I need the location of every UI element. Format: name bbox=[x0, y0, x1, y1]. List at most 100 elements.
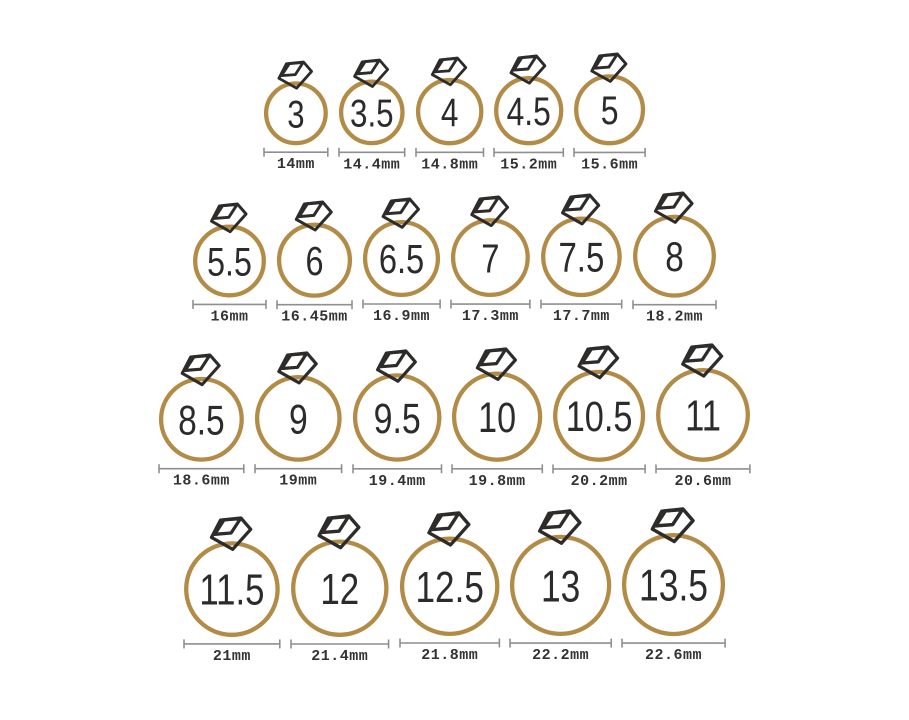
diamond-icon bbox=[317, 514, 361, 550]
ring-item: 9 19mm bbox=[253, 351, 344, 491]
diameter-label: 14.8mm bbox=[421, 156, 478, 173]
ring-item: 10 19.8mm bbox=[450, 347, 544, 491]
ring-graphic: 10.5 20.2mm bbox=[552, 345, 646, 490]
ring-size-label: 13.5 bbox=[639, 561, 708, 611]
measure-line bbox=[352, 464, 443, 474]
ring-item: 9.5 19.4mm bbox=[351, 349, 443, 491]
diameter-label: 20.2mm bbox=[571, 473, 628, 490]
diamond-icon bbox=[475, 347, 518, 382]
measure-line bbox=[655, 464, 751, 474]
ring-circle bbox=[494, 76, 564, 146]
ring-size-label: 11.5 bbox=[199, 566, 264, 615]
diameter-label: 19mm bbox=[279, 473, 317, 490]
diamond-icon bbox=[180, 353, 221, 387]
measure-line bbox=[399, 638, 501, 648]
chart-row: 8.5 18.6mm 9 19mm 9.5 19.4mm 10 19.8mm 10.5 20.2m… bbox=[157, 343, 752, 491]
diameter-label: 18.2mm bbox=[646, 309, 703, 326]
diameter-label: 22.6mm bbox=[645, 647, 702, 664]
chart-rows: 3 14mm 3.5 14.4mm 4 14.8mm 4.5 15.2mm 5 15.6mm 5.5… bbox=[0, 52, 909, 666]
ring-item: 3 14mm bbox=[262, 60, 330, 175]
ring-item: 8.5 18.6mm bbox=[157, 353, 246, 491]
ring-circle bbox=[193, 224, 266, 298]
ring-graphic: 9.5 19.4mm bbox=[352, 349, 443, 490]
measure-line bbox=[552, 464, 646, 474]
ring-size-label: 10 bbox=[478, 394, 516, 441]
diamond-icon bbox=[353, 58, 390, 88]
ring-item: 6.5 16.9mm bbox=[361, 197, 442, 327]
diamond-icon bbox=[470, 195, 510, 228]
ring-circle bbox=[158, 376, 244, 462]
diamond-icon bbox=[538, 509, 582, 545]
ring-size-label: 5 bbox=[601, 88, 619, 133]
chart-row: 11.5 21mm 12 21.4mm 12.5 21.8mm 13 22.2mm 13.5 22… bbox=[182, 507, 727, 666]
ring-circle bbox=[553, 369, 646, 462]
ring-size-label: 4 bbox=[441, 90, 459, 134]
diameter-label: 17.3mm bbox=[462, 308, 519, 325]
diamond-icon bbox=[577, 345, 620, 380]
ring-graphic: 4.5 15.2mm bbox=[493, 54, 565, 173]
ring-size-label: 12.5 bbox=[416, 563, 484, 612]
diamond-icon bbox=[590, 52, 628, 83]
ring-size-label: 13 bbox=[541, 563, 580, 612]
diameter-label: 14mm bbox=[277, 156, 315, 173]
ring-graphic: 12 21.4mm bbox=[290, 514, 390, 665]
measure-line bbox=[493, 147, 565, 157]
measure-line bbox=[338, 147, 406, 157]
ring-circle bbox=[451, 371, 543, 462]
ring-item: 4 14.8mm bbox=[414, 56, 485, 175]
diamond-icon bbox=[277, 60, 313, 90]
ring-size-label: 11 bbox=[685, 393, 721, 440]
ring-circle bbox=[184, 541, 280, 637]
ring-item: 7.5 17.7mm bbox=[539, 193, 624, 327]
diameter-label: 16.9mm bbox=[373, 308, 430, 325]
ring-graphic: 13.5 22.6mm bbox=[621, 507, 726, 664]
diamond-icon bbox=[294, 200, 333, 232]
ring-item: 13 22.2mm bbox=[508, 509, 613, 666]
ring-size-label: 5.5 bbox=[207, 239, 252, 284]
ring-item: 6 16.45mm bbox=[275, 200, 354, 327]
diamond-icon bbox=[381, 197, 420, 229]
diameter-label: 20.6mm bbox=[674, 473, 731, 490]
ring-circle bbox=[415, 77, 484, 146]
diameter-label: 17.7mm bbox=[553, 308, 610, 325]
ring-circle bbox=[450, 218, 530, 298]
ring-graphic: 3.5 14.4mm bbox=[338, 58, 406, 173]
ring-circle bbox=[541, 216, 622, 298]
ring-circle bbox=[633, 214, 716, 298]
ring-graphic: 11.5 21mm bbox=[183, 516, 281, 665]
diameter-label: 14.4mm bbox=[343, 156, 400, 173]
measure-line bbox=[509, 638, 612, 648]
chart-row: 5.5 16mm 6 16.45mm 6.5 16.9mm 7 17.3mm 7.5 17.7mm… bbox=[191, 191, 718, 327]
ring-graphic: 13 22.2mm bbox=[509, 509, 612, 664]
measure-line bbox=[183, 639, 281, 649]
ring-size-label: 7.5 bbox=[558, 234, 604, 280]
diameter-label: 22.2mm bbox=[532, 647, 589, 664]
measure-line bbox=[362, 299, 441, 309]
ring-size-label: 7 bbox=[481, 235, 499, 281]
ring-size-label: 3 bbox=[287, 93, 304, 136]
diamond-icon bbox=[209, 516, 253, 551]
ring-graphic: 6 16.45mm bbox=[276, 200, 353, 326]
ring-circle bbox=[352, 373, 442, 462]
diamond-icon bbox=[650, 507, 695, 544]
ring-item: 8 18.2mm bbox=[631, 191, 718, 327]
ring-size-label: 12 bbox=[320, 565, 359, 614]
diamond-icon bbox=[210, 202, 248, 234]
ring-item: 13.5 22.6mm bbox=[620, 507, 727, 666]
ring-circle bbox=[656, 367, 750, 462]
ring-size-label: 9 bbox=[289, 396, 308, 443]
ring-size-label: 8 bbox=[665, 234, 684, 280]
diamond-icon bbox=[653, 191, 694, 224]
chart-row: 3 14mm 3.5 14.4mm 4 14.8mm 4.5 15.2mm 5 15.6mm bbox=[262, 52, 647, 175]
ring-item: 10.5 20.2mm bbox=[551, 345, 647, 491]
diamond-icon bbox=[376, 349, 417, 383]
ring-circle bbox=[362, 219, 441, 298]
ring-circle bbox=[254, 375, 342, 462]
ring-graphic: 6.5 16.9mm bbox=[362, 197, 441, 325]
ring-graphic: 10 19.8mm bbox=[451, 347, 544, 490]
measure-line bbox=[263, 147, 329, 157]
diameter-label: 15.2mm bbox=[500, 156, 557, 173]
ring-graphic: 7.5 17.7mm bbox=[540, 193, 623, 325]
ring-item: 5 15.6mm bbox=[572, 52, 647, 175]
diameter-label: 18.6mm bbox=[173, 473, 230, 490]
